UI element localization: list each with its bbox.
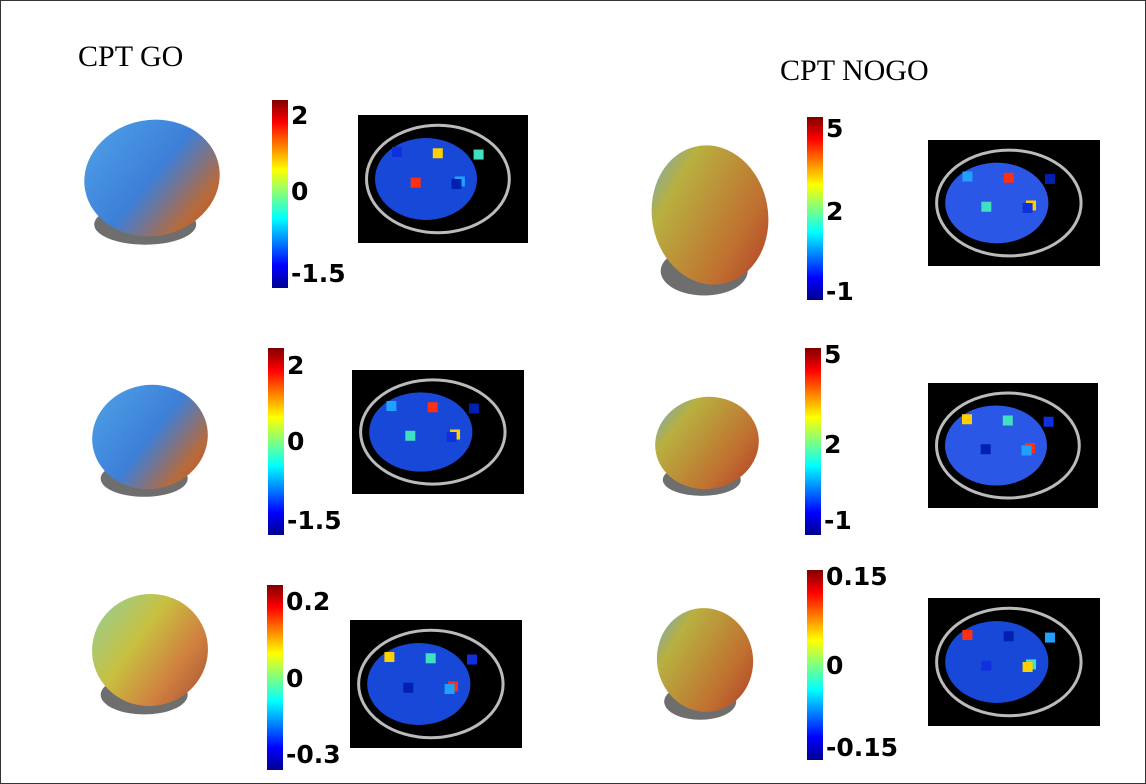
activation-voxel xyxy=(386,401,396,411)
colorbar-label: 2 xyxy=(287,351,304,380)
activation-voxel xyxy=(447,432,457,442)
activation-voxel xyxy=(426,653,436,663)
activation-voxel xyxy=(1022,446,1032,456)
activation-voxel xyxy=(392,147,402,157)
activation-voxel xyxy=(411,178,421,188)
colorbar xyxy=(272,100,288,288)
colorbar-label: -1.5 xyxy=(287,506,342,535)
colorbar-label: 0 xyxy=(287,427,304,456)
activation-voxel xyxy=(467,655,477,665)
colorbar-label: 0 xyxy=(286,664,303,693)
panel-title: CPT NOGO xyxy=(780,54,929,87)
activation-voxel xyxy=(405,431,415,441)
colorbar-label: -1.5 xyxy=(291,259,346,288)
activation-voxel xyxy=(981,661,991,671)
colorbar-label: 0 xyxy=(291,177,308,206)
colorbar-label: 0 xyxy=(826,651,843,680)
activation-voxel xyxy=(474,150,484,160)
activation-voxel xyxy=(962,414,972,424)
colorbar xyxy=(807,117,823,300)
figure: CPT GO 2 0 -1.5 2 0 -1.5 0.2 0 -0.3 CPT NOGO 5 2 -1 5 2… xyxy=(0,0,1146,784)
activation-voxel xyxy=(962,172,972,182)
activation-voxel xyxy=(384,652,394,662)
colorbar-label: 0.15 xyxy=(826,562,888,591)
colorbar-label: 2 xyxy=(291,101,308,130)
activation-voxel xyxy=(1023,203,1033,213)
activation-voxel xyxy=(981,202,991,212)
colorbar-label: -0.15 xyxy=(826,733,898,762)
colorbar-label: -1 xyxy=(824,506,852,535)
colorbar-label: 0.2 xyxy=(286,587,330,616)
activation-voxel xyxy=(452,179,462,189)
activation-voxel xyxy=(962,630,972,640)
activation-voxel xyxy=(1045,633,1055,643)
colorbar xyxy=(807,570,823,760)
activation-voxel xyxy=(469,403,479,413)
activation-voxel xyxy=(1023,662,1033,672)
colorbar xyxy=(267,585,283,770)
colorbar xyxy=(805,348,821,535)
colorbar-label: 5 xyxy=(824,340,841,369)
activation-voxel xyxy=(428,402,438,412)
activation-voxel xyxy=(1044,417,1054,427)
activation-voxel xyxy=(1004,173,1014,183)
activation-voxel xyxy=(445,684,455,694)
colorbar xyxy=(268,348,284,535)
activation-voxel xyxy=(433,148,443,158)
colorbar-label: 2 xyxy=(824,430,841,459)
activation-voxel xyxy=(981,444,991,454)
activation-voxel xyxy=(1045,174,1055,184)
colorbar-label: -0.3 xyxy=(286,740,341,769)
colorbar-label: 2 xyxy=(826,197,843,226)
figure-canvas: CPT GO 2 0 -1.5 2 0 -1.5 0.2 0 -0.3 CPT NOGO 5 2 -1 5 2… xyxy=(0,0,1146,784)
colorbar-label: -1 xyxy=(826,277,854,306)
panel-title: CPT GO xyxy=(78,40,183,73)
activation-voxel xyxy=(1004,631,1014,641)
activation-voxel xyxy=(1003,416,1013,426)
colorbar-label: 5 xyxy=(826,114,843,143)
activation-voxel xyxy=(403,683,413,693)
